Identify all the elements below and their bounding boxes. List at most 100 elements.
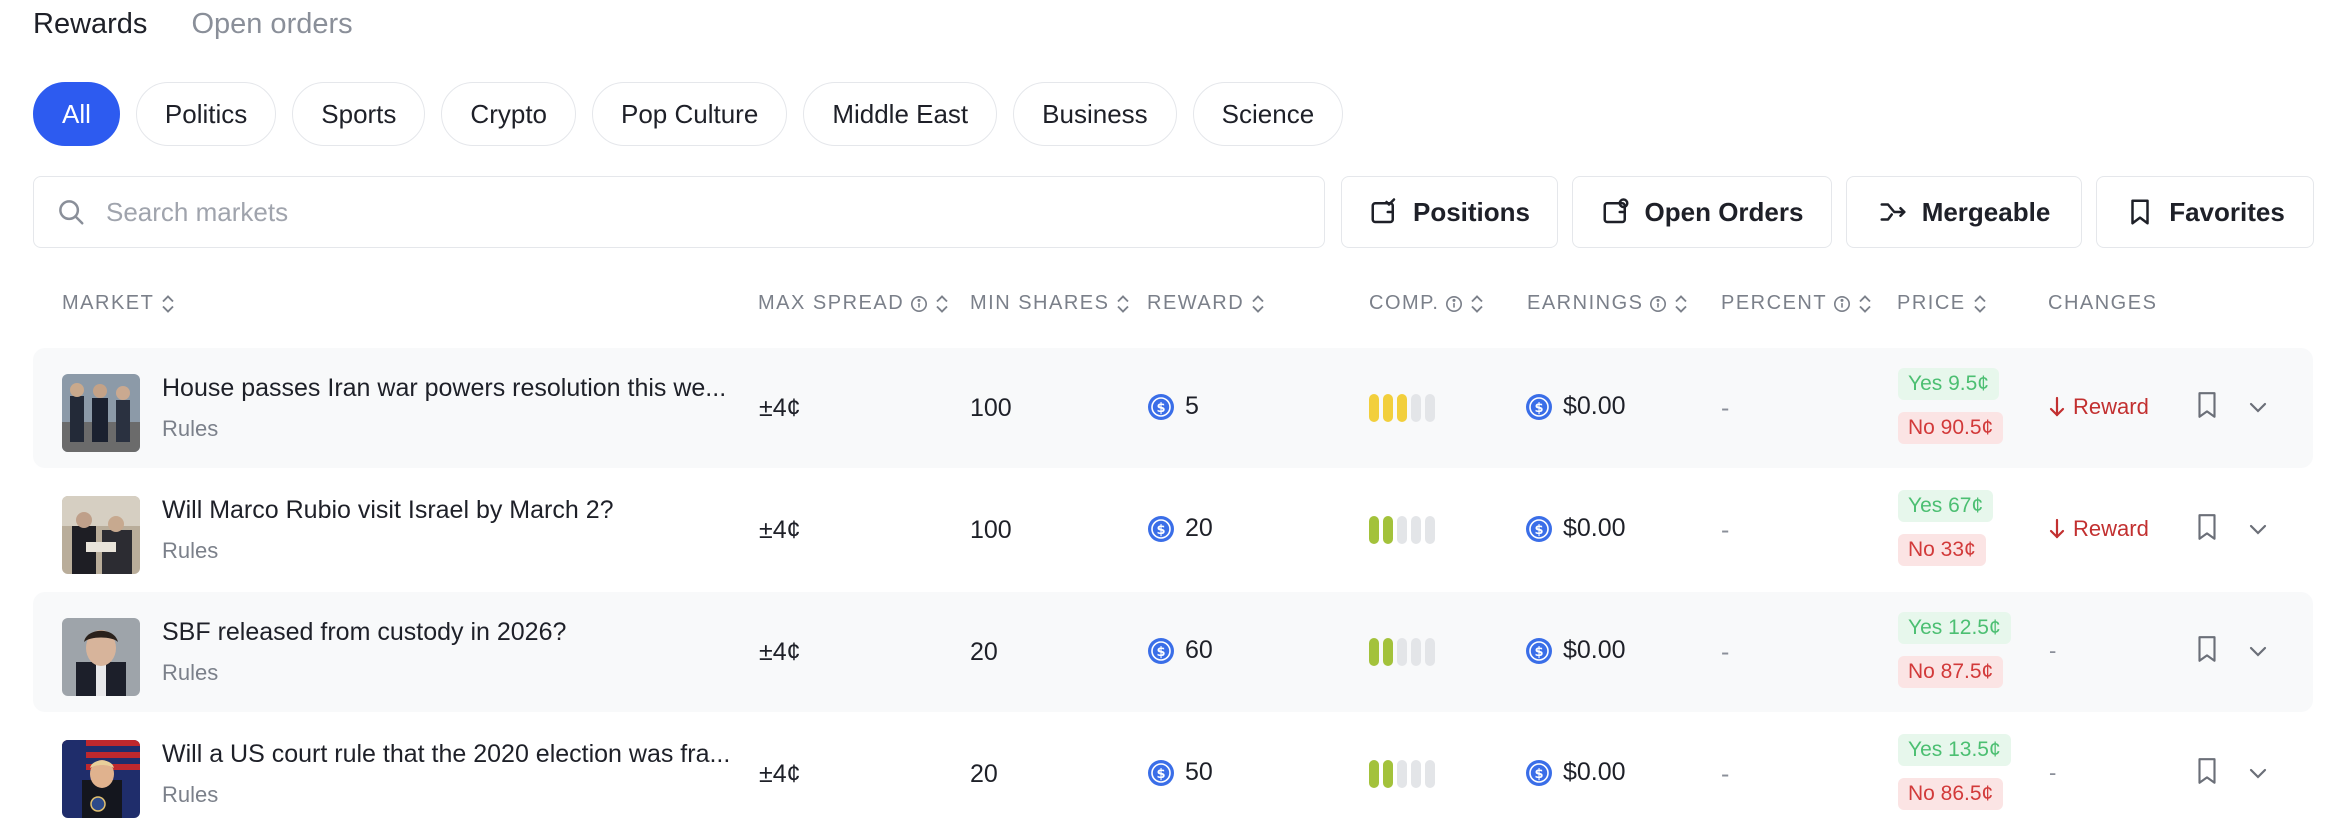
arrow-down-icon <box>2049 396 2065 417</box>
mergeable-label: Mergeable <box>1921 196 2051 227</box>
comp-bar-empty <box>1425 394 1435 422</box>
category-filter: All Politics Sports Crypto Pop Culture M… <box>33 82 1344 146</box>
usdc-coin-icon: $ <box>1526 515 1552 542</box>
col-min-shares[interactable]: MIN SHARES <box>970 292 1131 315</box>
price-yes[interactable]: Yes 12.5¢ <box>1898 612 2011 644</box>
min-shares-value: 20 <box>970 760 998 788</box>
comp-bar-filled <box>1383 760 1393 788</box>
comp-bar-filled <box>1383 516 1393 544</box>
usdc-coin-icon: $ <box>1148 759 1174 786</box>
svg-text:$: $ <box>1534 645 1543 660</box>
table-row[interactable]: House passes Iran war powers resolution … <box>33 348 2313 468</box>
category-pill-business[interactable]: Business <box>1013 82 1177 146</box>
change-indicator: - <box>2049 638 2057 663</box>
earnings-value: $ $0.00 <box>1525 392 1626 421</box>
chevron-down-icon[interactable] <box>2247 396 2269 423</box>
max-spread-value: ±4¢ <box>759 638 801 666</box>
max-spread-value: ±4¢ <box>759 760 801 788</box>
category-pill-crypto[interactable]: Crypto <box>441 82 576 146</box>
comp-bar-empty <box>1397 516 1407 544</box>
price-no[interactable]: No 90.5¢ <box>1898 412 2004 444</box>
category-pill-science[interactable]: Science <box>1192 82 1344 146</box>
market-title[interactable]: SBF released from custody in 2026? <box>162 618 567 646</box>
price-yes[interactable]: Yes 9.5¢ <box>1898 368 1999 400</box>
col-reward[interactable]: REWARD <box>1147 292 1266 315</box>
price-no[interactable]: No 33¢ <box>1898 534 1986 566</box>
table-row[interactable]: Will Marco Rubio visit Israel by March 2… <box>33 470 2313 590</box>
table-row[interactable]: SBF released from custody in 2026? Rules… <box>33 592 2313 712</box>
col-market[interactable]: MARKET <box>62 292 176 315</box>
sort-icon <box>1471 294 1484 313</box>
category-pill-all[interactable]: All <box>33 82 120 146</box>
col-percent[interactable]: PERCENT <box>1721 292 1873 315</box>
comp-bar-empty <box>1425 638 1435 666</box>
open-orders-label: Open Orders <box>1644 196 1804 227</box>
comp-bar-empty <box>1425 516 1435 544</box>
category-pill-pop-culture[interactable]: Pop Culture <box>592 82 788 146</box>
search-icon <box>59 200 84 225</box>
reward-value: $ 60 <box>1147 636 1213 665</box>
category-pill-politics[interactable]: Politics <box>135 82 277 146</box>
reward-value: $ 20 <box>1147 514 1213 543</box>
change-indicator: Reward <box>2049 516 2149 542</box>
market-title[interactable]: Will a US court rule that the 2020 elect… <box>162 740 731 768</box>
usdc-coin-icon: $ <box>1526 637 1552 664</box>
table-row[interactable]: Will a US court rule that the 2020 elect… <box>33 714 2313 828</box>
market-title[interactable]: House passes Iran war powers resolution … <box>162 374 727 402</box>
competition-meter <box>1369 394 1435 422</box>
percent-value: - <box>1721 638 1730 666</box>
bookmark-icon[interactable] <box>2194 756 2220 791</box>
chevron-down-icon[interactable] <box>2247 762 2269 789</box>
bookmark-icon[interactable] <box>2194 634 2220 669</box>
category-pill-sports[interactable]: Sports <box>292 82 426 146</box>
positions-button[interactable]: Positions <box>1341 176 1558 248</box>
change-indicator: - <box>2049 760 2057 785</box>
usdc-coin-icon: $ <box>1526 759 1552 786</box>
col-earnings[interactable]: EARNINGS <box>1527 292 1689 315</box>
rules-link[interactable]: Rules <box>162 416 219 441</box>
orders-icon <box>1603 198 1629 224</box>
market-thumbnail <box>62 496 140 574</box>
bookmark-icon[interactable] <box>2194 512 2220 547</box>
chevron-down-icon[interactable] <box>2247 518 2269 545</box>
rules-link[interactable]: Rules <box>162 538 219 563</box>
reward-value: $ 5 <box>1147 392 1199 421</box>
category-pill-middle-east[interactable]: Middle East <box>803 82 998 146</box>
earnings-value: $ $0.00 <box>1525 514 1626 543</box>
comp-bar-filled <box>1369 638 1379 666</box>
favorites-button[interactable]: Favorites <box>2096 176 2314 248</box>
price-no[interactable]: No 86.5¢ <box>1898 778 2004 810</box>
market-title[interactable]: Will Marco Rubio visit Israel by March 2… <box>162 496 614 524</box>
open-orders-button[interactable]: Open Orders <box>1572 176 1832 248</box>
arrow-down-icon <box>2049 518 2065 539</box>
tab-rewards[interactable]: Rewards <box>33 8 148 40</box>
tab-open-orders[interactable]: Open orders <box>191 8 353 40</box>
chevron-down-icon[interactable] <box>2247 640 2269 667</box>
comp-bar-filled <box>1369 760 1379 788</box>
svg-text:$: $ <box>1534 767 1543 782</box>
comp-bar-filled <box>1369 516 1379 544</box>
col-comp[interactable]: COMP. <box>1369 292 1485 315</box>
sort-icon <box>1117 294 1130 313</box>
usdc-coin-icon: $ <box>1148 515 1174 542</box>
col-price[interactable]: PRICE <box>1897 292 1988 315</box>
bookmark-icon[interactable] <box>2194 390 2220 425</box>
favorites-label: Favorites <box>2169 196 2285 227</box>
rules-link[interactable]: Rules <box>162 782 219 807</box>
col-changes: CHANGES <box>2048 292 2158 314</box>
price-yes[interactable]: Yes 13.5¢ <box>1898 734 2011 766</box>
sort-icon <box>1252 294 1264 313</box>
mergeable-button[interactable]: Mergeable <box>1846 176 2082 248</box>
positions-label: Positions <box>1412 196 1530 227</box>
min-shares-value: 20 <box>970 638 998 666</box>
price-no[interactable]: No 87.5¢ <box>1898 656 2004 688</box>
earnings-value: $ $0.00 <box>1525 636 1626 665</box>
price-yes[interactable]: Yes 67¢ <box>1898 490 1994 522</box>
info-icon <box>911 295 928 312</box>
search-input[interactable] <box>106 196 1256 228</box>
rules-link[interactable]: Rules <box>162 660 219 685</box>
comp-bar-filled <box>1397 394 1407 422</box>
min-shares-value: 100 <box>970 394 1012 422</box>
comp-bar-empty <box>1397 760 1407 788</box>
col-max-spread[interactable]: MAX SPREAD <box>758 292 950 315</box>
